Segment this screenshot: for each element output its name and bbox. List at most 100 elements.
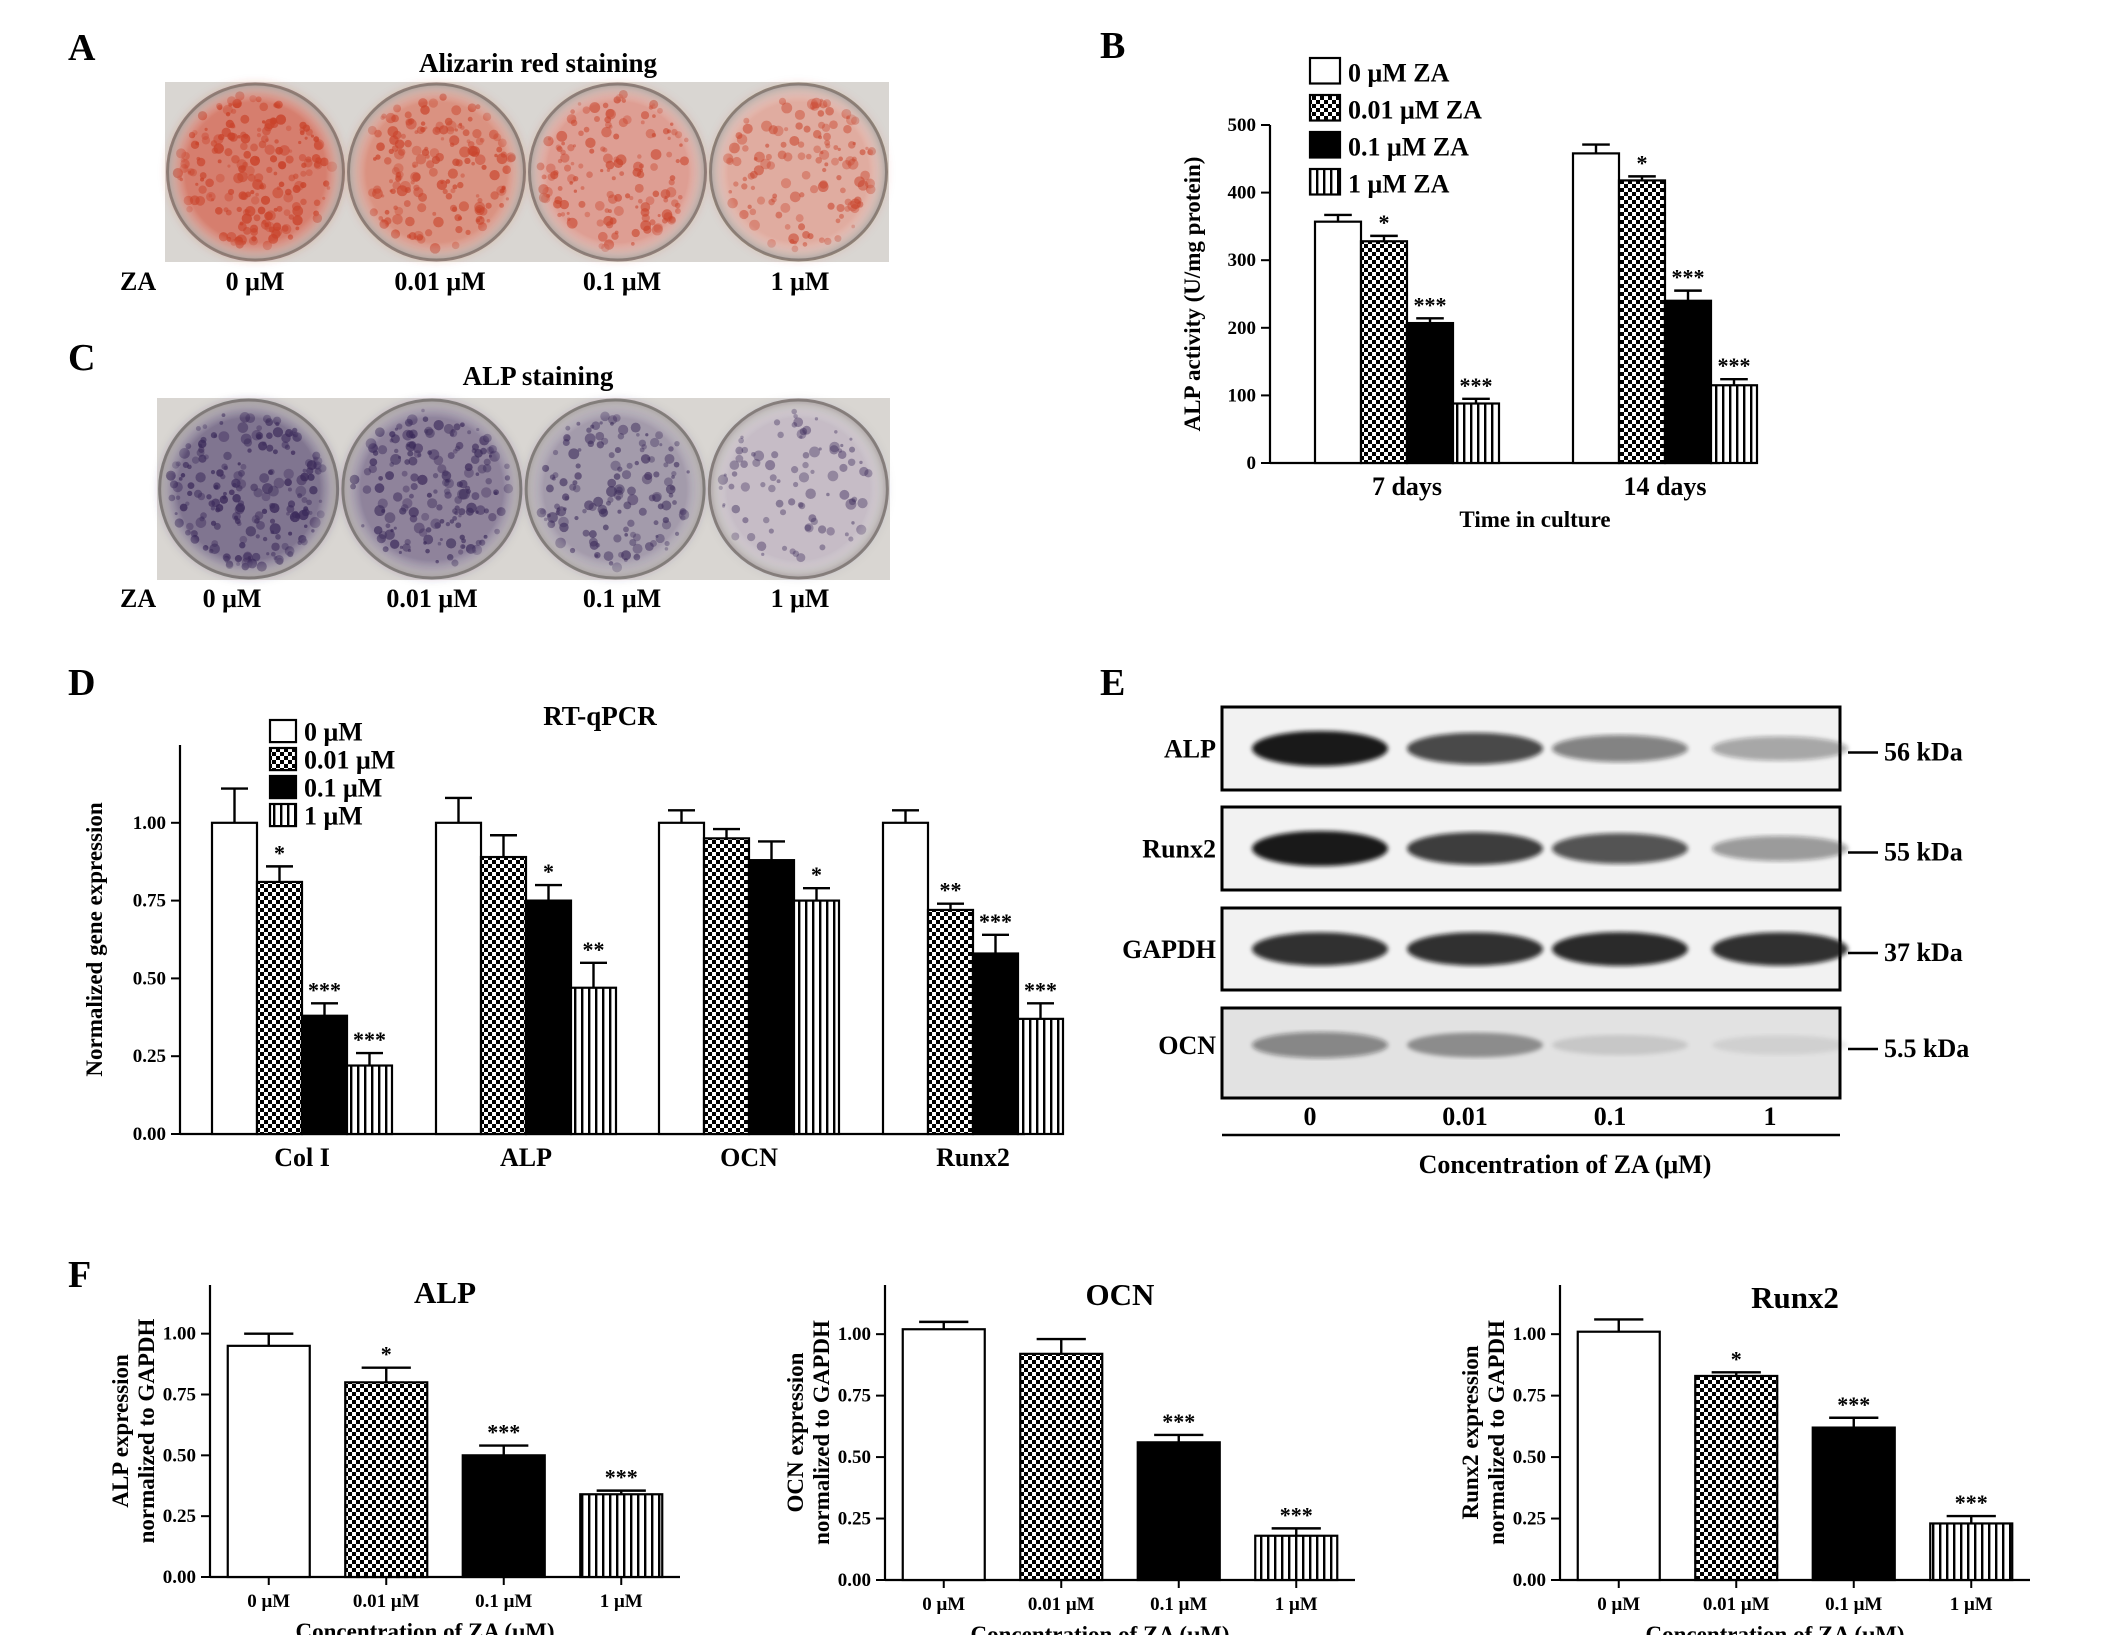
legend-swatch: [268, 718, 298, 744]
bar: [479, 855, 528, 1136]
rt-qpcr-chart: 0.000.250.500.751.00*******Col I***ALP*O…: [68, 662, 1065, 1172]
y-tick-label: 1.00: [133, 813, 166, 834]
significance-label: ***: [308, 977, 341, 1002]
significance-label: ***: [1162, 1409, 1195, 1434]
protein-band: [1407, 832, 1543, 865]
x-category-label: 0 μM: [247, 1591, 290, 1612]
bar: [702, 837, 751, 1136]
x-category-label: 0.1 μM: [475, 1591, 532, 1612]
legend-label: 1 μM ZA: [1348, 169, 1450, 198]
bar: [569, 986, 618, 1136]
band-size-label: 37 kDa: [1884, 938, 1963, 967]
ocn-expression-chart: 0.00 0.25 0.50 0.75 1.00 0 μM 0.01 μM *** 0.1 μM…: [783, 1277, 1355, 1640]
x-category-label: 7 days: [1372, 472, 1442, 501]
x-category-label: OCN: [720, 1143, 778, 1172]
x-category-label: 1 μM: [1275, 1594, 1318, 1615]
y-axis-label: Runx2 expression: [1458, 1345, 1483, 1519]
stained-well: [347, 82, 526, 262]
bar: [434, 821, 483, 1136]
bar: [1254, 1534, 1339, 1582]
y-tick-label: 0.75: [1513, 1386, 1546, 1407]
significance-label: ***: [1718, 353, 1751, 378]
y-tick-label: 1.00: [838, 1324, 871, 1345]
bar: [1359, 240, 1409, 465]
protein-band: [1712, 1035, 1848, 1055]
panel-c: C ALP staining ZA 0 μM 0.01 μM 0.1 μM 1 μM: [68, 337, 890, 613]
y-tick-label: 1.00: [1513, 1324, 1546, 1345]
alp-expression-chart: 0.00 0.25 0.50 0.75 1.00 0 μM * 0.01 μM *** 0.1 μ…: [68, 1254, 680, 1640]
bar: [1313, 220, 1363, 465]
x-axis-label: Concentration of ZA (μM): [296, 1619, 555, 1635]
well-label: 0.1 μM: [583, 584, 661, 613]
protein-band: [1252, 830, 1388, 867]
legend-label: 0 μM ZA: [1348, 58, 1450, 87]
bar: [1571, 152, 1621, 465]
bar: [1136, 1441, 1221, 1582]
significance-label: *: [543, 859, 554, 884]
y-tick-label: 0.50: [163, 1445, 196, 1466]
well-label: 1 μM: [771, 584, 830, 613]
protein-band: [1552, 932, 1688, 966]
y-tick-label: 1.00: [163, 1324, 196, 1345]
band-size-label: 55 kDa: [1884, 838, 1963, 867]
x-axis-label: Concentration of ZA (μM): [1646, 1622, 1905, 1635]
significance-label: ***: [1460, 373, 1493, 398]
bar: [1663, 299, 1713, 465]
bar: [1405, 321, 1455, 465]
x-category-label: 0.01 μM: [353, 1591, 420, 1612]
blot-strip-ocn: [1220, 1006, 1848, 1100]
y-axis-label: normalized to GAPDH: [809, 1320, 834, 1545]
bar: [300, 1014, 349, 1136]
significance-label: *: [1379, 210, 1390, 235]
protein-band: [1407, 732, 1543, 765]
lane-label: 0.1: [1594, 1102, 1627, 1131]
bar: [210, 821, 259, 1136]
significance-label: ***: [353, 1027, 386, 1052]
bar: [747, 859, 796, 1136]
panel-letter-c: C: [68, 337, 95, 379]
panel-a-title: Alizarin red staining: [419, 48, 658, 78]
chart-title: RT-qPCR: [543, 701, 657, 731]
legend-label: 0 μM: [304, 717, 363, 746]
significance-label: ***: [1280, 1502, 1313, 1527]
x-category-label: 0 μM: [1597, 1594, 1640, 1615]
significance-label: ***: [1672, 265, 1705, 290]
legend-label: 0.1 μM ZA: [1348, 132, 1469, 161]
well-label: 1 μM: [771, 267, 830, 296]
significance-label: *: [274, 840, 285, 865]
legend-swatch: [1308, 130, 1342, 159]
y-tick-label: 0.00: [133, 1124, 166, 1145]
y-tick-label: 0.50: [133, 968, 166, 989]
bar: [881, 821, 930, 1136]
significance-label: ***: [605, 1465, 638, 1490]
panel-letter-a: A: [68, 27, 96, 69]
bar: [901, 1328, 986, 1582]
x-category-label: 14 days: [1623, 472, 1706, 501]
bar: [226, 1344, 311, 1579]
x-category-label: 1 μM: [600, 1591, 643, 1612]
x-category-label: 0.1 μM: [1150, 1594, 1207, 1615]
legend-swatch: [1308, 93, 1342, 122]
y-tick-label: 200: [1228, 318, 1257, 339]
protein-band: [1252, 1031, 1388, 1059]
panel-letter: F: [68, 1254, 91, 1296]
bar: [524, 899, 573, 1136]
y-tick-label: 0.25: [838, 1509, 871, 1530]
runx2-expression-chart: 0.00 0.25 0.50 0.75 1.00 0 μM * 0.01 μM *** 0.1 μ…: [1458, 1280, 2030, 1640]
y-tick-label: 100: [1228, 385, 1257, 406]
x-category-label: 0.01 μM: [1028, 1594, 1095, 1615]
significance-label: ***: [979, 909, 1012, 934]
y-axis-label: normalized to GAPDH: [1484, 1320, 1509, 1545]
protein-band: [1712, 736, 1848, 761]
lane-label: 0.01: [1442, 1102, 1488, 1131]
significance-label: ***: [1024, 977, 1057, 1002]
significance-label: ***: [1837, 1392, 1870, 1417]
bar: [1019, 1352, 1104, 1582]
bar: [792, 899, 841, 1136]
protein-band: [1712, 932, 1848, 966]
chart-title: OCN: [1086, 1277, 1155, 1312]
y-tick-label: 500: [1228, 115, 1257, 136]
bar: [461, 1454, 546, 1579]
y-tick-label: 0.75: [163, 1385, 196, 1406]
western-x-axis-label: Concentration of ZA (μM): [1419, 1150, 1712, 1179]
